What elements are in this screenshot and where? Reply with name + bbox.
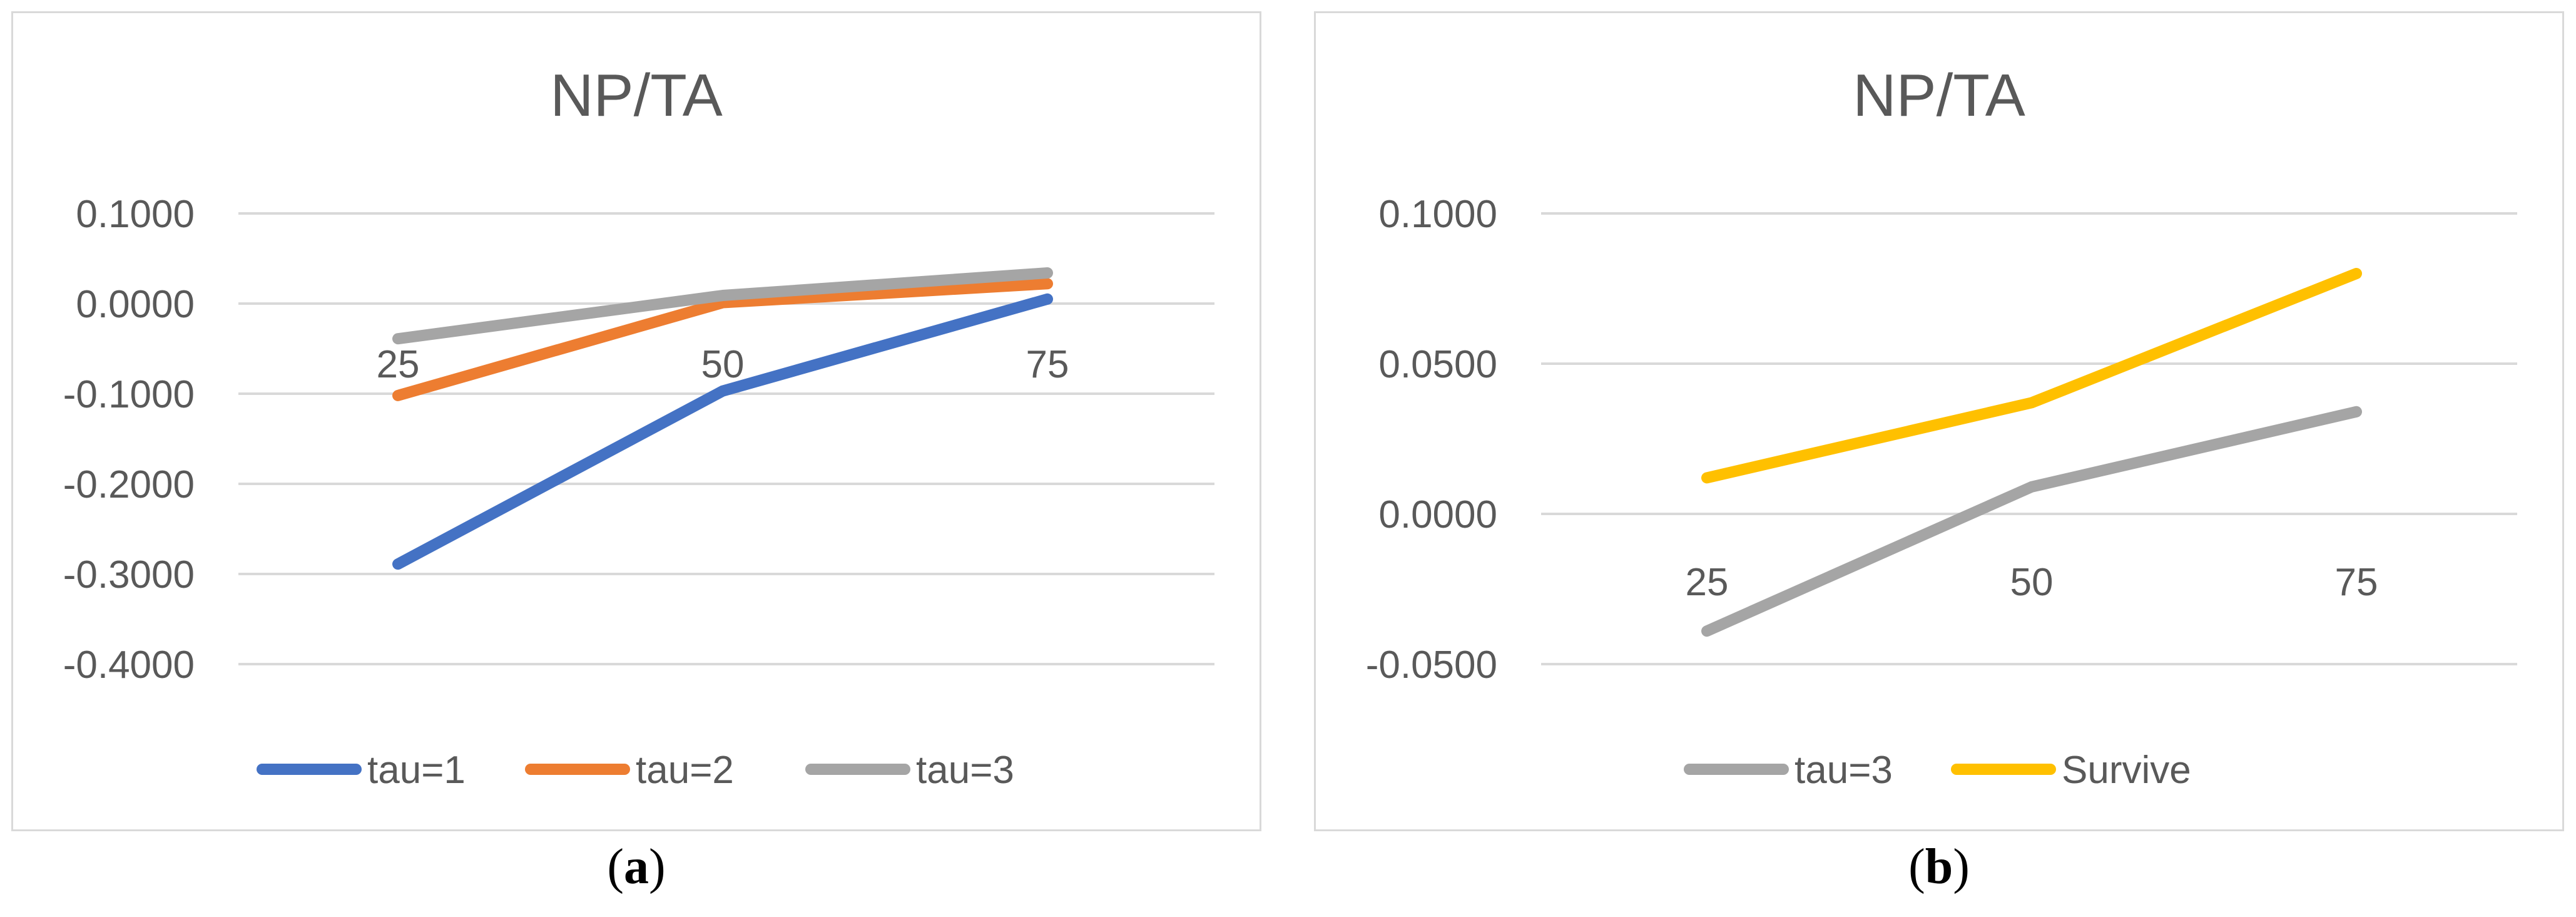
- caption-open: (: [607, 839, 624, 894]
- series-line-tau-3: [1701, 406, 2362, 637]
- caption-letter: b: [1925, 839, 1953, 894]
- chart-panel-a: NP/TA 0.1000 0.0000 -0.1000 -0.2000 -0.3000 -…: [11, 11, 1261, 831]
- chart-title: NP/TA: [550, 62, 723, 129]
- caption-close: ): [649, 839, 666, 894]
- y-tick-label: -0.3000: [63, 553, 195, 597]
- y-tick-label: -0.4000: [63, 643, 195, 687]
- series-line-survive: [1701, 268, 2362, 484]
- y-tick-label: -0.2000: [63, 463, 195, 506]
- x-tick-label: 25: [1686, 561, 1729, 604]
- series-line-tau-2: [392, 278, 1053, 401]
- series-line-tau-3: [392, 267, 1053, 345]
- caption-b: (b): [1845, 839, 2033, 896]
- y-tick-label: -0.0500: [1366, 643, 1497, 687]
- line-chart-a: NP/TA 0.1000 0.0000 -0.1000 -0.2000 -0.3000 -…: [63, 62, 1214, 792]
- legend-label: tau=1: [367, 749, 466, 792]
- y-tick-label: 0.0000: [1378, 493, 1497, 536]
- x-tick-label: 50: [2010, 561, 2054, 604]
- caption-a: (a): [542, 839, 730, 896]
- x-tick-label: 75: [2335, 561, 2378, 604]
- x-tick-label: 50: [701, 343, 745, 386]
- legend-label: Survive: [2062, 749, 2191, 792]
- legend-label: tau=3: [916, 749, 1014, 792]
- line-chart-b: NP/TA 0.1000 0.0500 0.0000 -0.0500 25 50 75 t…: [1366, 62, 2517, 792]
- y-tick-label: 0.0000: [76, 283, 195, 326]
- x-tick-label: 25: [377, 343, 420, 386]
- y-tick-label: 0.1000: [76, 193, 195, 236]
- chart-panel-b: NP/TA 0.1000 0.0500 0.0000 -0.0500 25 50 75 t…: [1314, 11, 2564, 831]
- caption-letter: a: [624, 839, 649, 894]
- y-tick-label: -0.1000: [63, 373, 195, 416]
- series-line-tau-1: [392, 293, 1053, 570]
- legend-label: tau=3: [1795, 749, 1893, 792]
- chart-title: NP/TA: [1853, 62, 2025, 129]
- caption-open: (: [1908, 839, 1925, 894]
- x-tick-label: 75: [1026, 343, 1069, 386]
- y-tick-label: 0.1000: [1378, 193, 1497, 236]
- caption-close: ): [1953, 839, 1970, 894]
- legend-label: tau=2: [636, 749, 734, 792]
- y-tick-label: 0.0500: [1378, 343, 1497, 386]
